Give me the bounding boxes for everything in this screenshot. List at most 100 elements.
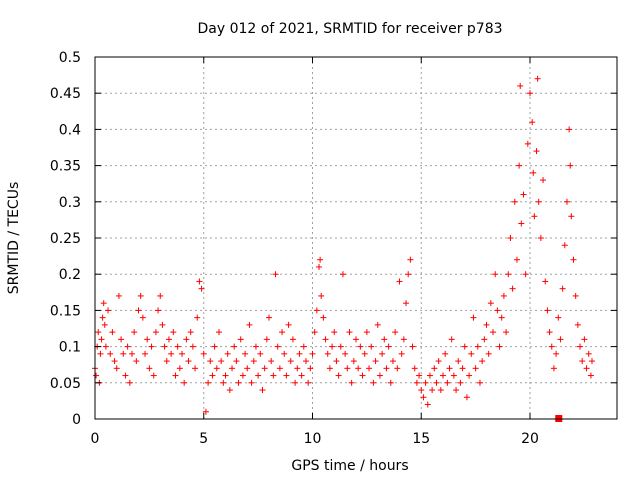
data-point [100,300,107,307]
data-point [394,365,401,372]
data-point [150,372,157,379]
data-point [548,343,555,350]
data-point [235,379,242,386]
data-point [498,314,505,321]
grid-layer [95,57,617,419]
data-point [148,343,155,350]
data-point [181,379,188,386]
data-point [559,285,566,292]
data-point [374,321,381,328]
data-point [144,336,151,343]
data-point [98,336,105,343]
data-point [566,126,573,133]
data-point [376,372,383,379]
data-point [220,379,227,386]
points-layer [92,75,595,422]
data-point [588,358,595,365]
data-point [522,271,529,278]
data-point [176,365,183,372]
data-point [270,372,277,379]
data-point [257,350,264,357]
x-tick-label: 10 [304,431,322,447]
data-point [342,350,349,357]
y-tick-label: 0.1 [59,340,81,356]
data-point [459,365,466,372]
x-axis-label: GPS time / hours [291,458,408,474]
data-point [333,358,340,365]
data-point [474,343,481,350]
data-point [537,235,544,241]
data-point [259,387,266,394]
data-point [109,329,116,336]
data-point [363,329,370,336]
data-point [137,292,144,299]
data-point [379,350,386,357]
data-point [505,271,512,278]
data-point [194,314,201,321]
data-point [420,394,427,401]
data-point [261,365,268,372]
data-point [389,358,396,365]
data-point [587,372,594,379]
data-point [422,379,429,386]
data-point [268,358,275,365]
x-tick-label: 20 [521,431,539,447]
y-tick-label: 0.35 [50,159,81,175]
data-point [346,329,353,336]
data-point [252,343,259,350]
data-point [355,365,362,372]
data-point [157,292,164,299]
data-point [246,321,253,328]
data-point [487,300,494,307]
data-point [533,148,540,155]
data-point [483,321,490,328]
data-point [111,358,118,365]
x-tick-label: 0 [91,431,100,447]
data-point [466,372,473,379]
data-point [494,307,501,314]
data-point [353,336,359,343]
data-point [170,329,177,336]
data-point [344,365,351,372]
data-point [511,198,518,205]
data-point [120,350,127,357]
data-point [585,350,592,357]
data-point [185,358,192,365]
data-point [413,379,420,386]
data-point [122,372,129,379]
y-tick-label: 0.5 [59,50,81,66]
data-point [305,379,312,386]
data-point [311,329,318,336]
data-point [279,329,286,336]
data-point [527,90,533,97]
data-point [237,336,244,343]
data-point [535,198,542,205]
data-point [339,271,346,278]
y-tick-label: 0.05 [50,376,81,392]
data-point [555,314,562,321]
data-point [226,387,233,394]
data-point [200,350,207,357]
data-point [292,379,299,386]
data-point [152,329,159,336]
data-point [366,365,373,372]
data-point [468,350,475,357]
data-point [248,379,255,386]
y-tick-label: 0.15 [50,303,81,319]
data-point [542,278,549,285]
data-point [531,213,538,220]
data-point [102,343,109,350]
data-point [350,358,357,365]
data-point [540,177,547,184]
data-point [453,387,460,394]
data-point [461,343,468,350]
data-point [550,365,557,372]
data-point [509,285,516,292]
data-point [405,271,412,278]
data-point [233,358,240,365]
data-point [126,379,133,386]
data-point [503,329,510,336]
data-point [381,336,388,343]
data-point [128,350,135,357]
data-point [448,336,455,343]
